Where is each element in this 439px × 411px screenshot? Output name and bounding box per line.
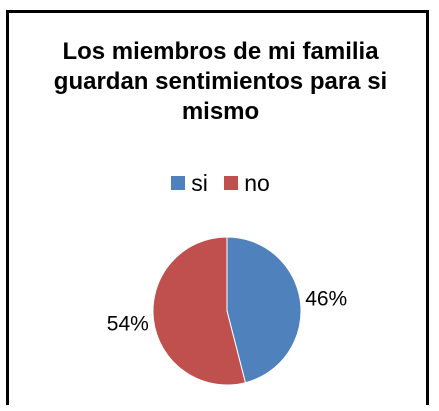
- chart-legend: si no: [9, 168, 432, 197]
- pie-slices: [152, 236, 302, 386]
- data-label-si: 46%: [305, 287, 347, 310]
- legend-label-no: no: [244, 170, 270, 196]
- pie-data-labels: 46% 54%: [107, 287, 347, 335]
- pie-slice-si: [226, 236, 302, 384]
- pie-chart: 46% 54%: [107, 236, 347, 386]
- chart-frame: Los miembros de mi familia guardan senti…: [6, 10, 429, 405]
- legend-item-si: si: [171, 169, 208, 197]
- legend-item-no: no: [224, 169, 270, 197]
- legend-label-si: si: [191, 170, 208, 196]
- pie-slice-no: [152, 236, 247, 386]
- legend-swatch-si: [171, 176, 186, 190]
- data-label-no: 54%: [107, 313, 149, 336]
- chart-title: Los miembros de mi familia guardan senti…: [53, 38, 388, 125]
- legend-swatch-no: [224, 176, 239, 190]
